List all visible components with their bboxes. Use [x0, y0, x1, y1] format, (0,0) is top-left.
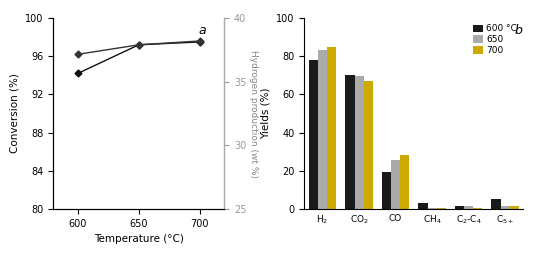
Bar — [491, 199, 500, 209]
Bar — [500, 206, 509, 209]
Y-axis label: Hydrogen production (wt %): Hydrogen production (wt %) — [249, 50, 257, 178]
Y-axis label: Yields (%): Yields (%) — [261, 88, 271, 139]
Bar — [400, 155, 409, 209]
Bar — [473, 208, 482, 209]
Bar — [419, 203, 428, 209]
Bar — [428, 208, 437, 209]
Bar — [509, 206, 519, 209]
Text: b: b — [515, 24, 522, 37]
X-axis label: Temperature (°C): Temperature (°C) — [94, 234, 184, 244]
Bar — [327, 47, 336, 209]
Bar — [318, 50, 327, 209]
Bar — [464, 206, 473, 209]
Bar — [437, 208, 446, 209]
Legend: 600 °C, 650, 700: 600 °C, 650, 700 — [472, 22, 519, 57]
Bar — [345, 75, 355, 209]
Bar — [391, 160, 400, 209]
Bar — [455, 206, 464, 209]
Text: a: a — [199, 24, 206, 37]
Y-axis label: Conversion (%): Conversion (%) — [10, 74, 20, 154]
Bar — [309, 60, 318, 209]
Bar — [355, 76, 364, 209]
Bar — [364, 81, 373, 209]
Bar — [382, 172, 391, 209]
